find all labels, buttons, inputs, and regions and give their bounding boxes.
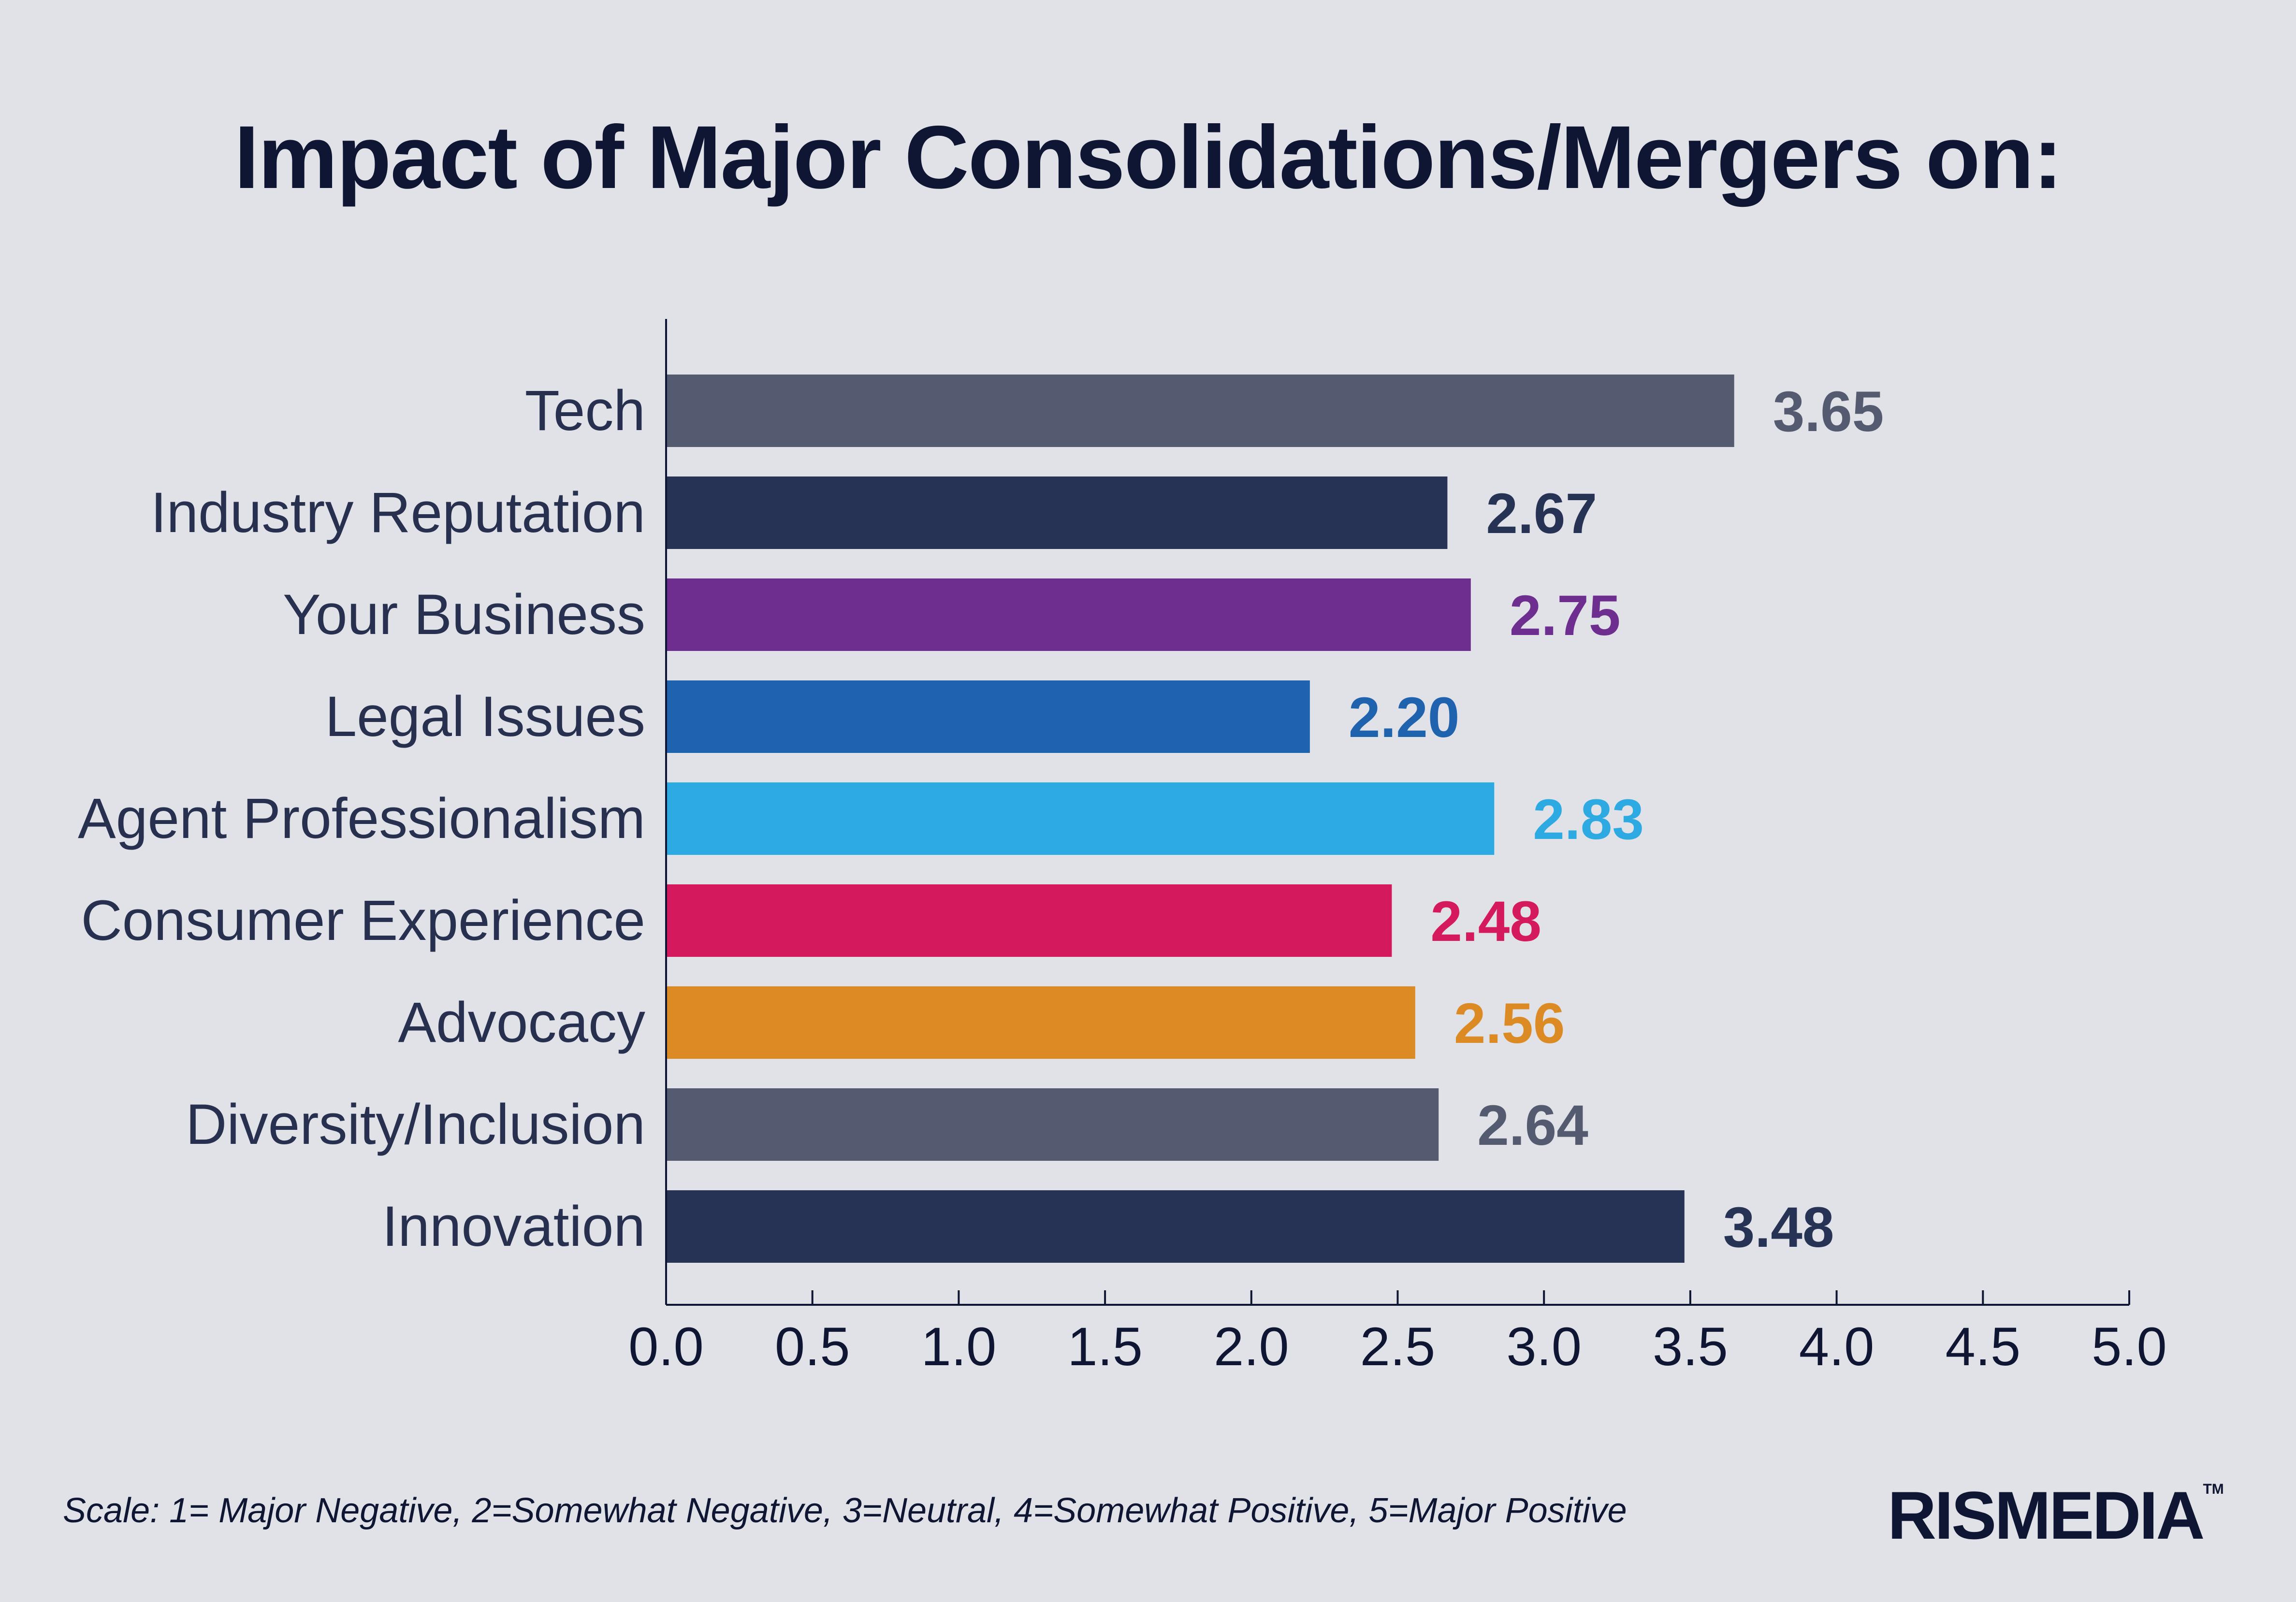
value-label: 3.48 [1723, 1196, 1834, 1259]
x-tick-label: 4.0 [1799, 1316, 1875, 1377]
x-tick-label: 0.0 [628, 1316, 704, 1377]
bar-diversity-inclusion [666, 1088, 1439, 1161]
bar-industry-reputation [666, 476, 1448, 549]
category-label: Diversity/Inclusion [186, 1093, 645, 1156]
bar-tech [666, 375, 1734, 447]
bar-your-business [666, 578, 1471, 651]
value-label: 2.56 [1454, 992, 1565, 1055]
scale-note: Scale: 1= Major Negative, 2=Somewhat Neg… [63, 1491, 1627, 1530]
chart-title: Impact of Major Consolidations/Mergers o… [234, 108, 2063, 207]
brand-name: RISMEDIA [1888, 1477, 2205, 1553]
category-label: Tech [525, 379, 645, 443]
bar-innovation [666, 1190, 1685, 1263]
axes-group: 0.0 0.5 1.0 1.5 2.0 2.5 3.0 3.5 4.0 4.5 5.0 [628, 319, 2167, 1377]
category-label: Advocacy [398, 991, 645, 1054]
category-label: Your Business [283, 583, 645, 647]
value-label: 2.48 [1430, 890, 1541, 953]
category-label: Consumer Experience [81, 889, 645, 953]
value-label: 2.83 [1533, 788, 1644, 852]
x-tick-label: 3.0 [1506, 1316, 1582, 1377]
trademark-mark: TM [2203, 1481, 2224, 1497]
value-label: 2.64 [1477, 1094, 1588, 1157]
category-label: Agent Professionalism [78, 787, 645, 851]
x-tick-label: 5.0 [2092, 1316, 2167, 1377]
x-tick-label: 3.5 [1653, 1316, 1728, 1377]
rismedia-logo: RISMEDIATM [1888, 1476, 2224, 1555]
x-tick-label: 2.5 [1360, 1316, 1436, 1377]
bar-advocacy [666, 986, 1415, 1059]
category-label: Innovation [382, 1195, 645, 1258]
x-tick-label: 2.0 [1214, 1316, 1289, 1377]
value-label: 2.20 [1349, 686, 1460, 750]
category-label: Legal Issues [325, 685, 645, 749]
x-tick-label: 1.0 [921, 1316, 997, 1377]
bar-agent-professionalism [666, 782, 1495, 855]
x-tick-label: 4.5 [1945, 1316, 2020, 1377]
value-label: 2.67 [1486, 482, 1597, 546]
value-label: 2.75 [1510, 584, 1621, 648]
category-label: Industry Reputation [151, 481, 645, 545]
x-tick-label: 1.5 [1067, 1316, 1143, 1377]
value-label: 3.65 [1773, 380, 1884, 444]
bar-legal-issues [666, 680, 1310, 753]
bars-group: Tech 3.65 Industry Reputation 2.67 Your Busi… [78, 375, 1884, 1263]
x-tick-label: 0.5 [775, 1316, 850, 1377]
bar-consumer-experience [666, 884, 1392, 957]
